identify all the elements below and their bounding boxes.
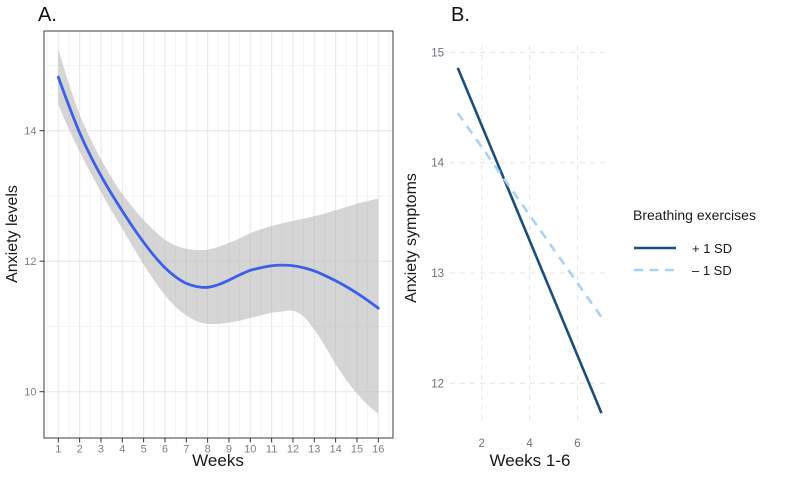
- dashed-line-key-icon: [634, 268, 676, 272]
- a-x-tick-label: 10: [244, 444, 256, 456]
- a-x-tick-label: 6: [162, 444, 168, 456]
- a-x-tick-label: 8: [205, 444, 211, 456]
- a-x-tick-label: 12: [287, 444, 299, 456]
- panel-a-tag: A.: [38, 4, 57, 26]
- panel-b-tick-labels: 2 4 6 12 13 14 15: [431, 47, 581, 450]
- a-x-tick-label: 14: [330, 444, 342, 456]
- confidence-ribbon: [58, 49, 379, 414]
- a-x-tick-label: 3: [98, 444, 104, 456]
- a-x-tick-label: 16: [372, 444, 384, 456]
- panel-a-x-axis-title: Weeks: [192, 451, 244, 470]
- plus-1sd-line: [456, 67, 603, 414]
- solid-line-key-icon: [634, 246, 676, 250]
- panel-b: 2 4 6 12 13 14 15: [431, 45, 610, 450]
- a-x-tick-label: 7: [183, 444, 189, 456]
- legend-item-plus-1sd: + 1 SD: [633, 237, 756, 259]
- a-x-tick-label: 5: [141, 444, 147, 456]
- panel-a-border: [43, 30, 394, 439]
- panel-b-grid: [450, 45, 610, 425]
- panel-a-y-axis-title: Anxiety levels: [4, 185, 21, 283]
- a-x-tick-label: 9: [226, 444, 232, 456]
- a-y-tick-label: 10: [24, 387, 36, 399]
- b-x-tick-label: 6: [574, 438, 580, 450]
- smoothed-anxiety-line: [56, 75, 380, 310]
- a-y-tick-label: 12: [24, 256, 36, 268]
- legend-title: Breathing exercises: [633, 207, 756, 223]
- legend-label-minus-1sd: – 1 SD: [692, 262, 732, 278]
- a-x-tick-label: 13: [308, 444, 320, 456]
- breathing-exercises-legend: Breathing exercises + 1 SD – 1 SD: [633, 206, 756, 281]
- a-x-tick-label: 2: [77, 444, 83, 456]
- a-x-tick-label: 4: [119, 444, 125, 456]
- a-x-tick-label: 11: [266, 444, 277, 456]
- b-y-tick-label: 12: [431, 378, 444, 390]
- b-x-tick-label: 4: [526, 438, 533, 450]
- legend-label-plus-1sd: + 1 SD: [692, 240, 733, 256]
- b-y-tick-label: 13: [431, 268, 444, 280]
- legend-item-minus-1sd: – 1 SD: [633, 259, 756, 281]
- a-y-tick-label: 14: [24, 126, 36, 138]
- b-x-tick-label: 2: [478, 438, 484, 450]
- b-y-tick-label: 14: [431, 158, 444, 170]
- b-y-tick-label: 15: [431, 47, 444, 59]
- panel-a-ticks: [39, 130, 379, 443]
- panel-b-tag: B.: [451, 4, 470, 26]
- a-x-tick-label: 1: [55, 444, 61, 456]
- panel-b-x-axis-title: Weeks 1-6: [489, 451, 571, 470]
- a-x-tick-label: 15: [351, 444, 363, 456]
- panel-b-y-axis-title: Anxiety symptoms: [403, 173, 420, 303]
